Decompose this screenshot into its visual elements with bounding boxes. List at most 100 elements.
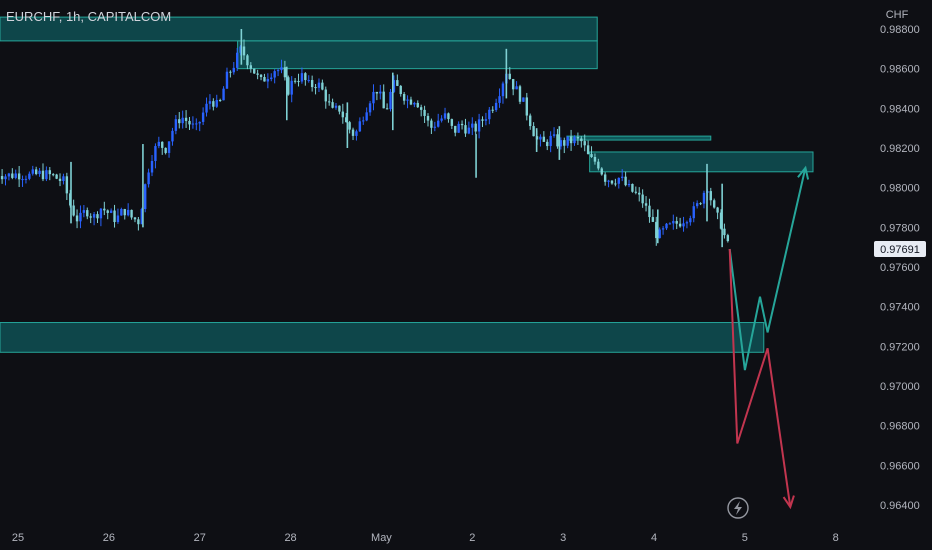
candle: [368, 100, 372, 116]
candle: [314, 83, 317, 95]
candle: [546, 139, 549, 151]
candle: [198, 121, 201, 132]
candle: [566, 136, 569, 149]
candle: [79, 205, 82, 229]
support-zone[interactable]: [0, 322, 765, 353]
candle: [389, 88, 392, 112]
candle: [341, 103, 345, 124]
candle: [256, 69, 259, 80]
candle: [467, 121, 471, 135]
candle: [634, 186, 638, 195]
candle: [130, 209, 133, 220]
candle: [283, 60, 287, 81]
thin-level-zone[interactable]: [566, 135, 712, 141]
candle: [0, 169, 4, 184]
price-tick-label: 0.98600: [880, 64, 920, 76]
candle: [484, 112, 488, 126]
candle: [123, 208, 126, 220]
candle: [331, 98, 334, 109]
candle: [433, 121, 437, 132]
candle: [437, 113, 440, 128]
candle: [396, 74, 399, 87]
candle: [362, 116, 365, 125]
candle: [511, 78, 515, 96]
candle: [7, 172, 11, 181]
candle: [423, 105, 426, 124]
candle: [709, 187, 712, 206]
candle: [72, 199, 75, 217]
candle: [120, 207, 123, 216]
candle: [157, 136, 161, 149]
candle: [672, 214, 675, 230]
candle: [263, 73, 266, 82]
time-axis[interactable]: 25 26 27 28 May 2 3 4 5 8: [12, 532, 839, 544]
price-axis[interactable]: CHF 0.98800 0.98600 0.98400 0.98200 0.98000 0.…: [874, 9, 926, 512]
candle: [539, 134, 542, 147]
candle: [133, 216, 137, 223]
candle: [38, 167, 41, 177]
time-tick-label: May: [371, 532, 392, 544]
candle: [450, 118, 454, 130]
candle: [17, 166, 21, 188]
candle: [474, 121, 477, 135]
candle: [586, 140, 590, 155]
candle: [549, 131, 552, 153]
candle: [682, 216, 685, 232]
bearish-projection-path[interactable]: [728, 248, 792, 508]
candle: [617, 177, 620, 189]
lightning-icon[interactable]: [727, 497, 749, 519]
candle: [324, 86, 327, 109]
candle: [576, 132, 580, 145]
candle: [508, 67, 511, 80]
price-tick-label: 0.98000: [880, 183, 920, 195]
supply-zone-top-inner[interactable]: [237, 40, 598, 70]
candle: [24, 175, 28, 184]
candle: [52, 173, 55, 177]
candle: [351, 127, 355, 141]
candle: [481, 116, 484, 128]
time-tick-label: 26: [103, 532, 115, 544]
candle: [675, 216, 678, 230]
candle: [222, 86, 225, 101]
candle: [631, 183, 634, 193]
candle: [689, 215, 692, 226]
candle: [644, 196, 648, 212]
candle: [96, 211, 99, 223]
candle: [399, 84, 402, 97]
candle: [556, 128, 559, 149]
candle: [491, 106, 494, 114]
candle: [232, 62, 235, 75]
price-tick-label: 0.98200: [880, 143, 920, 155]
candle: [229, 70, 232, 78]
candle: [569, 129, 573, 151]
candle: [655, 216, 658, 246]
candle: [665, 222, 668, 230]
candle: [651, 209, 655, 222]
candle: [297, 73, 300, 87]
candle: [542, 131, 546, 142]
chart-symbol-title: EURCHF, 1h, CAPITALCOM: [6, 9, 172, 24]
candle: [212, 98, 215, 111]
candle: [494, 98, 498, 112]
candle: [614, 178, 617, 187]
candle: [699, 202, 702, 206]
bullish-projection-path[interactable]: [728, 167, 807, 371]
candle: [621, 169, 624, 182]
candle: [99, 207, 103, 227]
candle: [723, 223, 726, 239]
candle: [345, 113, 348, 123]
candle: [348, 120, 351, 134]
candle: [515, 81, 518, 90]
candle: [590, 146, 593, 158]
currency-label: CHF: [886, 9, 909, 21]
candle: [454, 125, 457, 137]
time-tick-label: 27: [194, 532, 206, 544]
candle: [498, 88, 501, 108]
candle: [358, 117, 362, 133]
candle: [92, 211, 96, 226]
candle: [518, 84, 522, 105]
candle: [327, 94, 331, 106]
resistance-zone-mid[interactable]: [589, 151, 814, 173]
candle: [464, 118, 467, 137]
